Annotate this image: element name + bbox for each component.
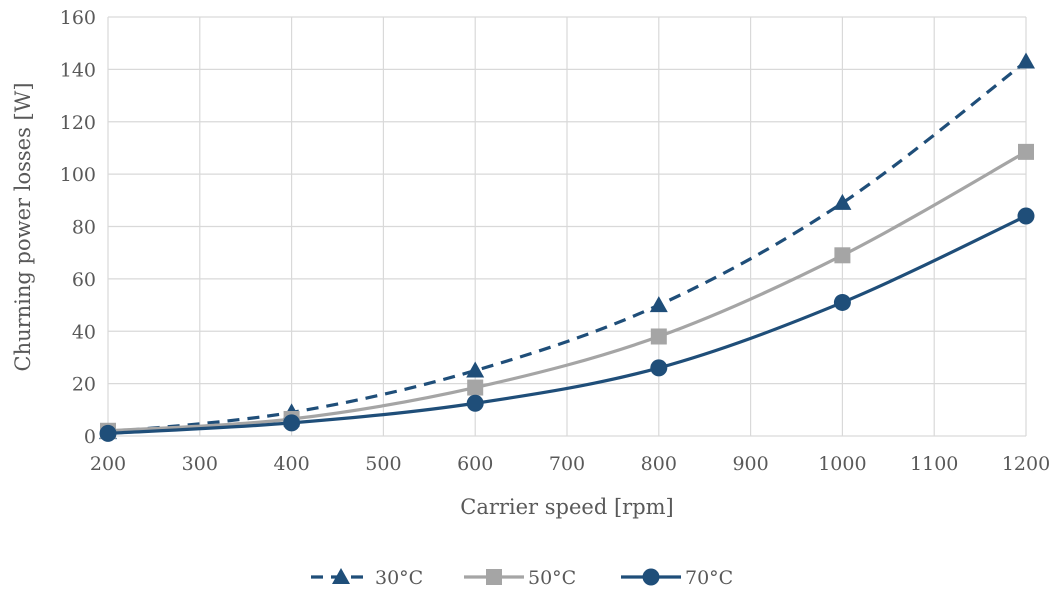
y-tick-label: 60 [72,269,96,291]
y-axis-title: Churning power losses [W] [11,82,35,371]
x-tick-label: 200 [90,453,126,475]
x-tick-label: 400 [273,453,309,475]
data-point [833,193,852,210]
x-tick-label: 600 [457,453,493,475]
x-axis-title: Carrier speed [rpm] [460,495,674,519]
legend-marker [642,568,660,586]
x-axis: 200 300 400 500 600 700 800 900 1000 1100 1200 [90,453,1050,475]
y-tick-label: 100 [60,164,96,186]
grid [107,16,1027,437]
data-point [649,296,668,313]
legend-marker [332,568,350,584]
series-line [107,60,1027,434]
data-point [650,359,668,377]
data-point [466,394,484,412]
y-axis: 0 20 40 60 80 100 120 140 160 [60,7,96,448]
x-tick-label: 1200 [1002,453,1050,475]
y-tick-label: 80 [72,217,96,239]
x-tick-label: 300 [182,453,218,475]
legend-label: 50°C [528,567,576,589]
y-tick-label: 140 [60,59,96,81]
y-tick-label: 0 [84,426,96,448]
y-tick-label: 20 [72,374,96,396]
x-tick-label: 1100 [910,453,958,475]
x-tick-label: 800 [641,453,677,475]
series-line [107,214,1027,435]
series-group [99,52,1035,442]
data-point [99,424,117,442]
x-tick-label: 900 [732,453,768,475]
legend-marker [486,569,502,585]
legend-item: 70°C [621,567,733,589]
data-point [1017,52,1035,69]
legend: 30°C 50°C 70°C [311,567,733,589]
data-point [1018,143,1034,160]
series-line [107,150,1027,433]
data-point [834,247,851,264]
data-point [1017,207,1035,225]
data-point [283,414,301,432]
legend-item: 30°C [311,567,423,589]
legend-label: 70°C [685,567,733,589]
data-point [833,293,851,311]
x-tick-label: 1000 [818,453,866,475]
x-tick-label: 700 [549,453,585,475]
y-tick-label: 120 [60,112,96,134]
data-point [466,361,485,378]
y-tick-label: 160 [60,7,96,29]
x-tick-label: 500 [365,453,401,475]
y-tick-label: 40 [72,321,96,343]
legend-label: 30°C [375,567,423,589]
data-point [467,379,484,396]
series-2 [99,207,1035,442]
legend-item: 50°C [464,567,576,589]
data-point [650,328,667,345]
